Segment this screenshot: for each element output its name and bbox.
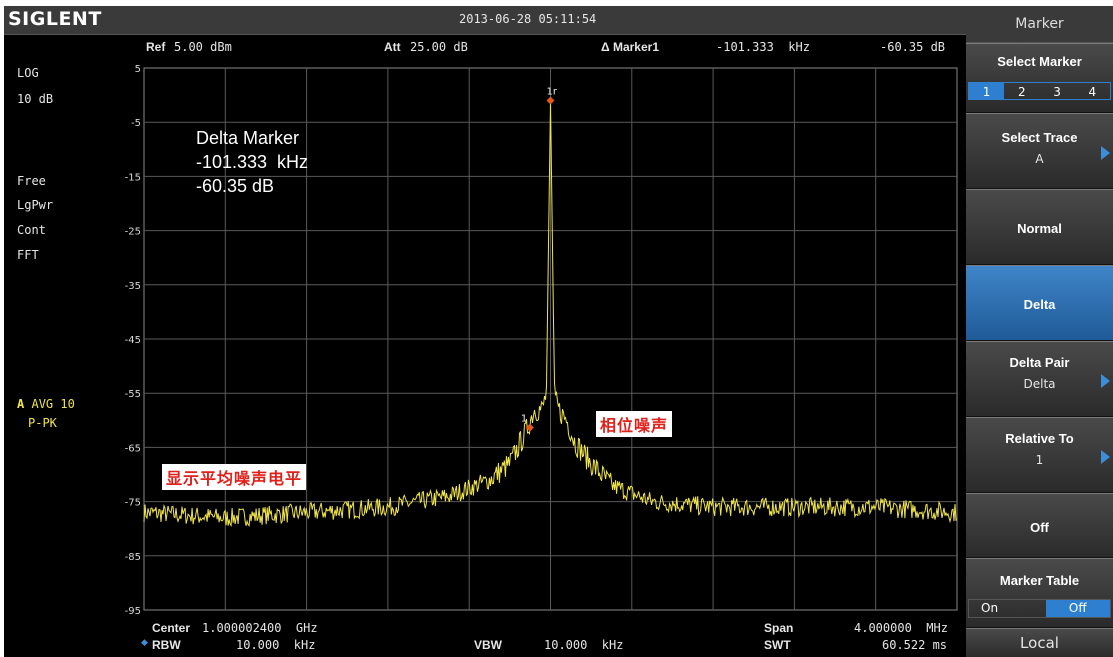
trace-info: A AVG 10 xyxy=(17,397,75,411)
y-tick-label: -75 xyxy=(125,498,141,509)
att-value: 25.00 dB xyxy=(410,40,468,54)
swt-label: SWT xyxy=(764,638,791,652)
marker-group: 1r 1 xyxy=(521,87,558,432)
y-tick-label: -15 xyxy=(125,172,141,183)
local-button[interactable]: Local xyxy=(966,628,1113,657)
marker-option-3[interactable]: 3 xyxy=(1053,85,1061,99)
select-trace-value: A xyxy=(1035,152,1044,166)
menu-title: Marker xyxy=(966,6,1113,43)
y-tick-label: -35 xyxy=(125,281,141,292)
sweep-mode: Cont xyxy=(17,223,46,237)
brand-logo: SIGLENT xyxy=(8,8,102,30)
softkey-panel: Marker Select Marker 1 2 3 4 Select Trac… xyxy=(966,6,1113,657)
scale-type: LOG xyxy=(17,66,39,80)
title-bar: SIGLENT 2013-06-28 05:11:54 xyxy=(4,6,966,35)
delta-box-freq: -101.333 kHz xyxy=(196,152,309,172)
marker-table-on[interactable]: On xyxy=(981,601,999,615)
y-tick-label: -45 xyxy=(125,335,141,346)
off-softkey[interactable]: Off xyxy=(966,493,1113,558)
span-value: 4.000000 MHz xyxy=(854,621,948,635)
delta-label: Delta xyxy=(1023,297,1056,312)
submenu-arrow-icon xyxy=(1101,450,1110,464)
delta-marker-box: Delta Marker -101.333 kHz -60.35 dB xyxy=(196,126,308,198)
select-trace-label: Select Trace xyxy=(1001,130,1078,145)
trace-avg: AVG 10 xyxy=(31,397,75,411)
off-label: Off xyxy=(1030,520,1049,535)
spectrum-plot: 5 -5 -15 -25 -35 -45 -55 -65 -75 -85 -95 1r 1 xyxy=(125,64,958,617)
normal-label: Normal xyxy=(1017,221,1062,236)
y-tick-label: -65 xyxy=(125,443,141,454)
submenu-arrow-icon xyxy=(1101,146,1110,160)
select-marker-label: Select Marker xyxy=(997,54,1082,69)
relative-to-softkey[interactable]: Relative To 1 xyxy=(966,417,1113,493)
rbw-label: RBW xyxy=(152,638,181,652)
trigger-mode: Free xyxy=(17,174,46,188)
ref-label: Ref xyxy=(146,40,166,54)
ref-value: 5.00 dBm xyxy=(174,40,232,54)
marker-tag-label: 1r xyxy=(547,87,558,98)
marker-option-1[interactable]: 1 xyxy=(969,83,1005,99)
marker-tag-label: 1 xyxy=(521,414,527,425)
y-tick-label: -85 xyxy=(125,552,141,563)
delta-box-title: Delta Marker xyxy=(196,128,300,148)
y-tick-label: -25 xyxy=(125,227,141,238)
y-tick-label: -55 xyxy=(125,389,141,400)
center-label: Center xyxy=(152,621,191,635)
trace-detector: P-PK xyxy=(28,416,57,430)
select-trace-softkey[interactable]: Select Trace A xyxy=(966,113,1113,189)
delta-box-level: -60.35 dB xyxy=(196,176,275,196)
marker-option-4[interactable]: 4 xyxy=(1088,85,1097,99)
rbw-value: 10.000 kHz xyxy=(236,638,316,652)
delta-pair-softkey[interactable]: Delta Pair Delta xyxy=(966,341,1113,417)
scale-div: 10 dB xyxy=(17,92,54,106)
y-tick-label: -5 xyxy=(131,118,141,129)
swt-value: 60.522 ms xyxy=(882,638,948,652)
datetime-readout: 2013-06-28 05:11:54 xyxy=(459,12,597,26)
marker-option-2[interactable]: 2 xyxy=(1018,85,1026,99)
vbw-value: 10.000 kHz xyxy=(544,638,624,652)
normal-softkey[interactable]: Normal xyxy=(966,189,1113,265)
y-tick-label: 5 xyxy=(135,64,141,75)
marker-diamond-icon xyxy=(546,96,555,105)
marker-number-selector: 1 2 3 4 xyxy=(968,82,1111,100)
select-marker-softkey[interactable]: Select Marker 1 2 3 4 xyxy=(966,43,1113,113)
analysis-mode: FFT xyxy=(17,248,39,262)
submenu-arrow-icon xyxy=(1101,374,1110,388)
marker-diamond-icon xyxy=(525,423,534,432)
span-label: Span xyxy=(764,621,794,635)
marker-table-toggle[interactable]: On Off xyxy=(968,599,1111,618)
marker-table-label: Marker Table xyxy=(999,573,1080,588)
marker-label: Δ Marker1 xyxy=(601,40,659,54)
analyzer-screen: SIGLENT 2013-06-28 05:11:54 Ref 5.00 dBm… xyxy=(4,6,1113,657)
noise-floor-annotation: 显示平均噪声电平 xyxy=(162,464,307,490)
marker-level: -60.35 dB xyxy=(880,40,946,54)
rbw-coupled-icon: ◆ xyxy=(141,638,148,648)
relative-to-label: Relative To xyxy=(1005,431,1074,446)
center-value: 1.000002400 GHz xyxy=(202,621,318,635)
y-tick-labels: 5 -5 -15 -25 -35 -45 -55 -65 -75 -85 -95 xyxy=(125,64,141,617)
vbw-label: VBW xyxy=(474,638,502,652)
trace-letter: A xyxy=(17,397,25,411)
att-label: Att xyxy=(384,40,401,54)
delta-pair-label: Delta Pair xyxy=(1009,355,1070,370)
delta-softkey[interactable]: Delta xyxy=(966,265,1113,341)
marker-table-softkey[interactable]: Marker Table On Off xyxy=(966,558,1113,628)
detector-mode: LgPwr xyxy=(17,198,54,212)
y-tick-label: -95 xyxy=(125,606,141,617)
marker-freq: -101.333 kHz xyxy=(716,40,810,54)
relative-to-value: 1 xyxy=(1035,453,1044,467)
marker-table-off[interactable]: Off xyxy=(1045,600,1110,617)
phase-noise-annotation: 相位噪声 xyxy=(596,411,673,437)
delta-pair-value: Delta xyxy=(1023,377,1056,391)
